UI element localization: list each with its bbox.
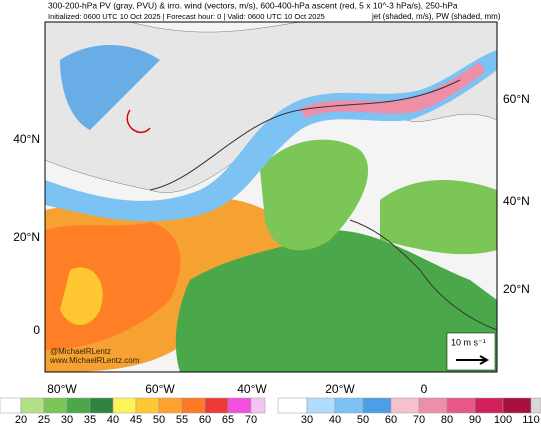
watermark: @MichaelRLentz xyxy=(50,347,111,356)
colorbar-label: 20 xyxy=(15,414,27,426)
title-line-1: 300-200-hPa PV (gray, PVU) & irro. wind … xyxy=(48,0,458,10)
reference-label: 10 m s⁻¹ xyxy=(451,337,486,347)
colorbar-label: 60 xyxy=(199,414,211,426)
lon-label: 60°W xyxy=(145,382,175,396)
colorbar-segment xyxy=(362,397,392,414)
colorbar-segment xyxy=(20,397,45,414)
colorbar-segment xyxy=(43,397,68,414)
colorbar-segment xyxy=(112,397,137,414)
lat-label: 40°N xyxy=(13,132,40,146)
colorbar-label: 30 xyxy=(301,414,313,426)
colorbar-segment xyxy=(227,397,252,414)
colorbar-segment xyxy=(158,397,183,414)
colorbar-segment xyxy=(181,397,206,414)
lat-label: 0 xyxy=(33,323,40,337)
pw-yellow xyxy=(60,267,103,325)
colorbar-segment xyxy=(250,397,266,414)
pv-contour xyxy=(349,219,497,331)
colorbar-label: 45 xyxy=(130,414,142,426)
lat-label: 60°N xyxy=(503,92,530,106)
colorbar-label: 90 xyxy=(469,414,481,426)
watermark: www.MichaelRLentz.com xyxy=(49,356,140,365)
colorbar-label: 40 xyxy=(107,414,119,426)
lon-label: 20°W xyxy=(325,382,355,396)
reference-box xyxy=(446,332,496,371)
colorbar-segment xyxy=(474,397,504,414)
map: 10 m s⁻¹ xyxy=(44,21,498,373)
lon-label: 40°W xyxy=(237,382,267,396)
colorbar-label: 55 xyxy=(176,414,188,426)
colorbar-label: 50 xyxy=(357,414,369,426)
colorbar-segment xyxy=(135,397,160,414)
colorbar-label: 60 xyxy=(385,414,397,426)
colorbar-label: 65 xyxy=(222,414,234,426)
colorbar-segment xyxy=(66,397,91,414)
colorbar-label: 35 xyxy=(84,414,96,426)
colorbar-label: 100 xyxy=(494,414,512,426)
jet-pink xyxy=(300,62,485,118)
pw-green-east xyxy=(380,180,497,255)
lon-label: 80°W xyxy=(47,382,77,396)
colorbar-label: 30 xyxy=(61,414,73,426)
colorbar-segment xyxy=(0,397,22,414)
colorbar-segment xyxy=(89,397,114,414)
colorbar-label: 70 xyxy=(245,414,257,426)
pw-green-north xyxy=(260,139,369,251)
title-line-3: jet (shaded, m/s), PW (shaded, mm) xyxy=(371,12,501,21)
lat-label: 20°N xyxy=(13,230,40,244)
colorbar-segment xyxy=(306,397,336,414)
pv-contour xyxy=(149,79,461,191)
lat-label: 40°N xyxy=(503,194,530,208)
colorbar-label: 70 xyxy=(413,414,425,426)
jet-west xyxy=(60,45,160,130)
colorbar-label: 40 xyxy=(329,414,341,426)
reference-arrow xyxy=(456,355,490,365)
colorbar-label: 25 xyxy=(38,414,50,426)
colorbar-segment xyxy=(418,397,448,414)
colorbar-label: 110 xyxy=(522,414,540,426)
colorbar-label: 80 xyxy=(441,414,453,426)
lon-label: 0 xyxy=(421,382,428,396)
lat-label: 20°N xyxy=(503,282,530,296)
colorbar-segment xyxy=(502,397,532,414)
map-frame xyxy=(44,21,498,373)
colorbar-label: 50 xyxy=(153,414,165,426)
colorbar-segment xyxy=(390,397,420,414)
title-line-2: Initialized: 0600 UTC 10 Oct 2025 | Fore… xyxy=(48,12,325,21)
ascent-contour xyxy=(126,109,151,134)
colorbar-segment xyxy=(204,397,229,414)
pw-green xyxy=(175,230,497,372)
jet-blue xyxy=(45,50,497,222)
colorbar-segment xyxy=(530,397,541,414)
colorbar-segment xyxy=(446,397,476,414)
colorbar-segment xyxy=(277,397,308,414)
colorbar-segment xyxy=(334,397,364,414)
